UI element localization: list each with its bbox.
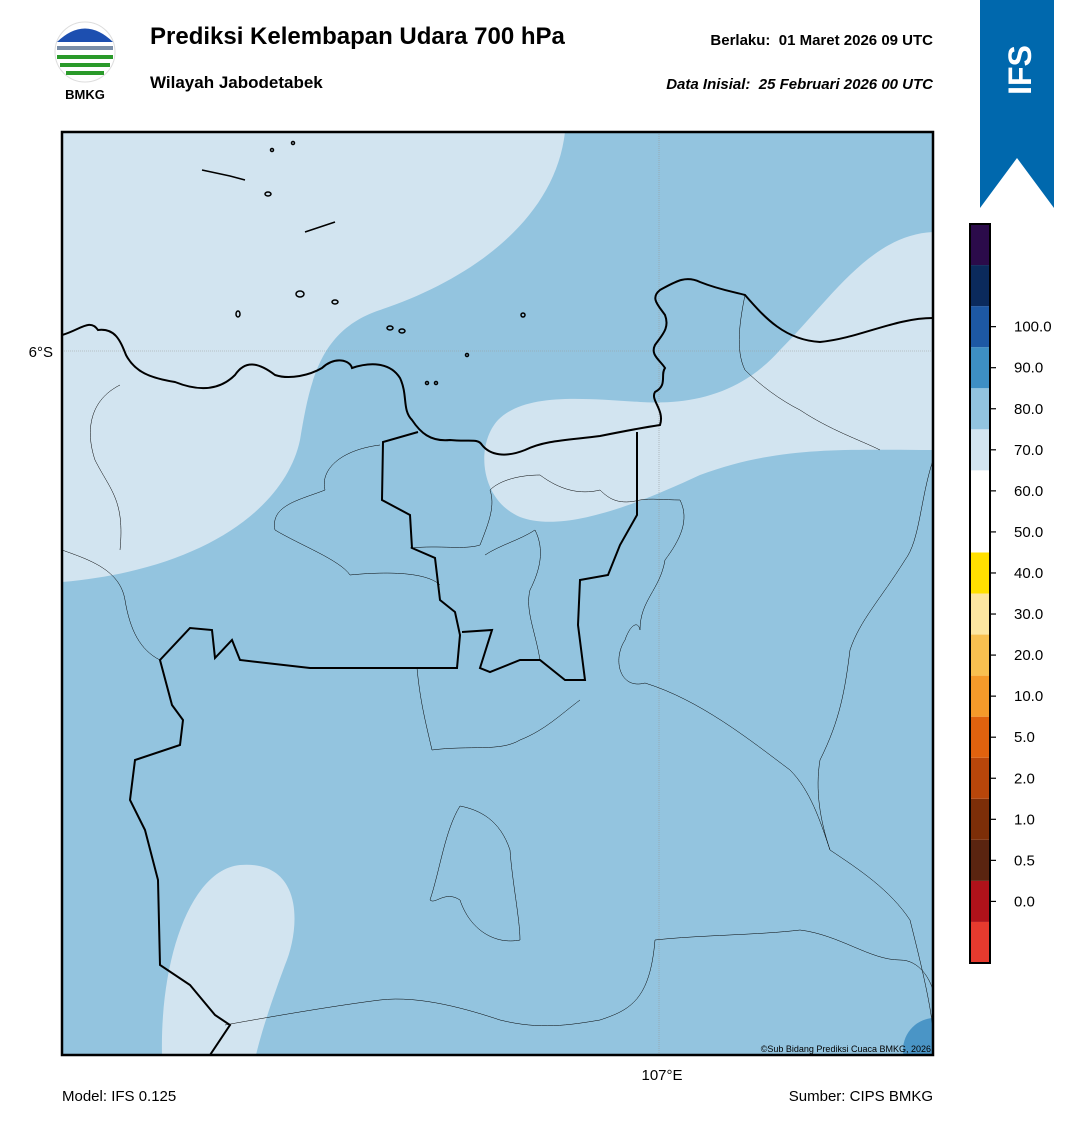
valid-time: Berlaku: 01 Maret 2026 09 UTC [710,32,933,49]
colorbar-label: 90.0 [1014,360,1043,377]
logo-text: BMKG [65,87,105,102]
colorbar-label: 0.5 [1014,852,1035,869]
badge-text: IFS [1002,45,1038,95]
colorbar-label: 10.0 [1014,688,1043,705]
colorbar-segment [970,798,990,840]
colorbar-label: 100.0 [1014,319,1052,336]
colorbar-label: 0.0 [1014,893,1035,910]
colorbar-label: 1.0 [1014,811,1035,828]
colorbar-frame [969,223,991,964]
colorbar-segment [970,306,990,348]
logo: BMKG [54,21,116,102]
colorbar-segment [970,552,990,594]
colorbar-segment [970,470,990,512]
map [62,132,933,1055]
colorbar-segment [970,675,990,717]
colorbar-label: 50.0 [1014,524,1043,541]
colorbar-segment [970,921,990,963]
source-label: Sumber: CIPS BMKG [789,1088,933,1105]
colorbar-label: 60.0 [1014,483,1043,500]
colorbar-segment [970,634,990,676]
colorbar-label: 5.0 [1014,729,1035,746]
badge [980,0,1054,208]
colorbar-segment [970,388,990,430]
colorbar-segment [970,265,990,307]
lon-label: 107°E [641,1067,682,1084]
colorbar-label: 70.0 [1014,442,1043,459]
colorbar-label: 80.0 [1014,401,1043,418]
colorbar-segment [970,839,990,881]
init-time: Data Inisial: 25 Februari 2026 00 UTC [666,76,934,93]
colorbar-segment [970,716,990,758]
colorbar-segment [970,429,990,471]
subtitle: Wilayah Jabodetabek [150,73,323,92]
map-frame [60,130,935,1057]
colorbar-label: 30.0 [1014,606,1043,623]
colorbar-segment [970,757,990,799]
credit: ©Sub Bidang Prediksi Cuaca BMKG, 2026 [761,1044,931,1054]
colorbar: 0.0 0.5 1.0 2.0 5.0 10.0 20.0 30.0 40.0 50.0 60.0 7… [969,223,1052,964]
model-label: Model: IFS 0.125 [62,1088,176,1105]
colorbar-segment [970,347,990,389]
colorbar-label: 40.0 [1014,565,1043,582]
lat-label: 6°S [29,344,53,361]
colorbar-segment [970,593,990,635]
colorbar-label: 2.0 [1014,770,1035,787]
colorbar-label: 20.0 [1014,647,1043,664]
title: Prediksi Kelembapan Udara 700 hPa [150,23,566,50]
colorbar-segment [970,880,990,922]
colorbar-segment [970,511,990,553]
colorbar-segment [970,224,990,266]
